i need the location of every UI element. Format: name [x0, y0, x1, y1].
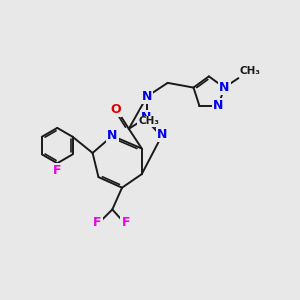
Text: N: N	[219, 81, 230, 94]
Text: CH₃: CH₃	[138, 116, 159, 126]
Text: N: N	[142, 90, 152, 103]
Text: F: F	[122, 216, 130, 229]
Text: N: N	[213, 99, 224, 112]
Text: N: N	[157, 128, 168, 141]
Text: O: O	[110, 103, 121, 116]
Text: N: N	[107, 129, 118, 142]
Text: F: F	[52, 164, 61, 177]
Text: F: F	[93, 216, 102, 229]
Text: CH₃: CH₃	[240, 66, 261, 76]
Text: N: N	[141, 111, 152, 124]
